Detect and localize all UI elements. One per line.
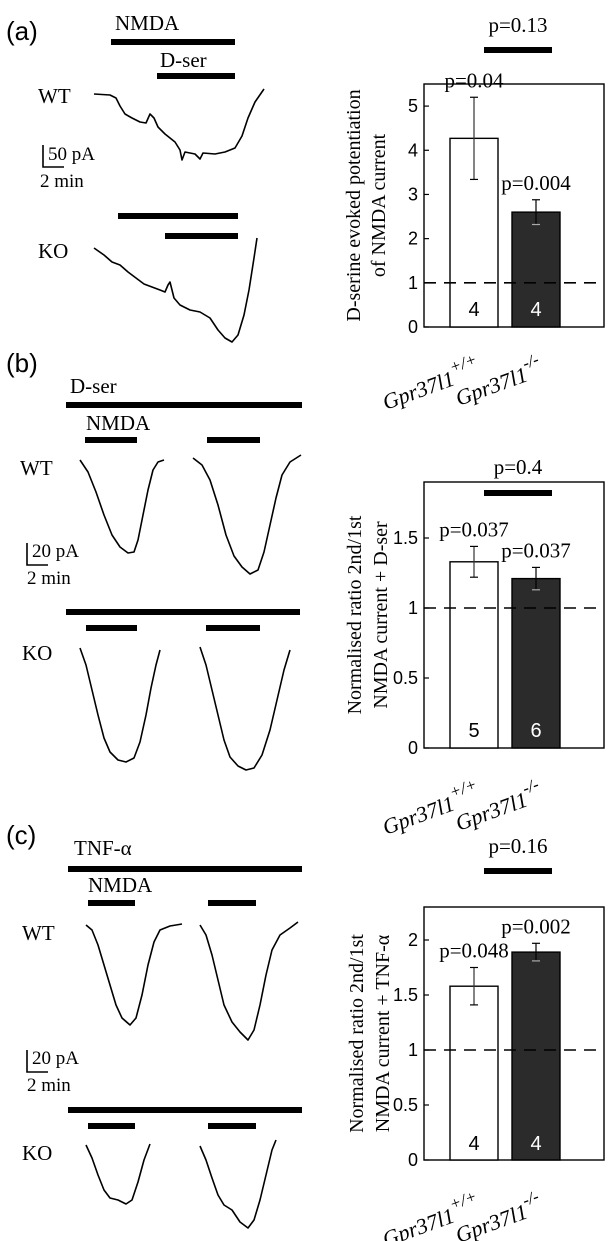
panel-c-wt-trace-2 xyxy=(199,921,299,1041)
panel-a-inner-bar-label: D-ser xyxy=(160,48,207,72)
panel-c-ko-trace-1 xyxy=(85,1143,151,1205)
bar-ko xyxy=(511,211,561,328)
panel-a-traces: (a) NMDA D-ser WT 50 pA 2 min KO xyxy=(6,11,265,343)
panel-a-scale-x: 2 min xyxy=(40,171,84,192)
panel-a-wt-trace xyxy=(93,88,265,161)
panel-c-inner-bar-label: NMDA xyxy=(88,873,153,897)
bar-chart-c: 00.511.524p=0.048Gpr37l1+/+4p=0.002Gpr37… xyxy=(346,834,605,1241)
panel-b-wt-trace-1 xyxy=(79,459,165,554)
panel-c-scale-y: 20 pA xyxy=(32,1048,79,1069)
panel-c-outer-bar-label: TNF-α xyxy=(74,836,132,860)
panel-a-label: (a) xyxy=(6,16,38,46)
y-tick-label: 1 xyxy=(408,598,418,618)
panel-b-wt-label: WT xyxy=(20,456,53,480)
n-label: 4 xyxy=(530,299,541,321)
bar-chart-b: 00.511.55p=0.037Gpr37l1+/+6p=0.037Gpr37l… xyxy=(344,455,605,840)
p-value-label: p=0.004 xyxy=(501,171,571,195)
y-tick-label: 2 xyxy=(408,930,418,950)
panel-a-ko-trace xyxy=(93,237,258,343)
panel-b-outer-bar-label: D-ser xyxy=(70,374,117,398)
comparison-p-value: p=0.13 xyxy=(488,13,547,37)
n-label: 4 xyxy=(530,1133,541,1155)
panel-c-ko-label: KO xyxy=(22,1141,52,1165)
comparison-p-value: p=0.4 xyxy=(494,455,543,479)
y-axis-label: Normalised ratio 2nd/1st xyxy=(344,515,366,714)
panel-c-wt-trace-1 xyxy=(85,923,183,1026)
y-tick-label: 5 xyxy=(408,96,418,116)
bar-chart-a: 0123454p=0.04Gpr37l1+/+4p=0.004Gpr37l1-/… xyxy=(343,13,605,415)
panel-c-scale-x: 2 min xyxy=(27,1075,71,1096)
p-value-label: p=0.04 xyxy=(444,68,504,92)
n-label: 5 xyxy=(468,720,479,742)
y-tick-label: 1.5 xyxy=(393,985,418,1005)
panel-b-label: (b) xyxy=(6,348,38,378)
panel-b-ko-trace-2 xyxy=(199,646,291,771)
panel-b-scale-x: 2 min xyxy=(27,568,71,589)
y-axis-label: NMDA current + TNF-α xyxy=(372,934,394,1132)
comparison-p-value: p=0.16 xyxy=(488,834,547,858)
panel-a-scale-bar: 50 pA 2 min xyxy=(40,144,95,192)
panel-b-scale-bar: 20 pA 2 min xyxy=(26,541,79,589)
n-label: 4 xyxy=(468,299,479,321)
panel-b-wt-trace-2 xyxy=(192,454,302,575)
y-tick-label: 1.5 xyxy=(393,528,418,548)
panel-c-scale-bar: 20 pA 2 min xyxy=(26,1048,79,1096)
y-tick-label: 0 xyxy=(408,317,418,337)
panel-a-scale-y: 50 pA xyxy=(48,144,95,165)
panel-c-wt-label: WT xyxy=(22,921,55,945)
bar-wt xyxy=(449,561,499,749)
y-axis-label: Normalised ratio 2nd/1st xyxy=(346,934,368,1133)
panel-c-label: (c) xyxy=(6,820,36,850)
n-label: 6 xyxy=(530,720,541,742)
bar-charts: 0123454p=0.04Gpr37l1+/+4p=0.004Gpr37l1-/… xyxy=(343,13,605,1241)
bar-ko xyxy=(511,951,561,1161)
y-axis-label: D-serine evoked potentiation xyxy=(343,89,365,321)
y-tick-label: 0 xyxy=(408,738,418,758)
n-label: 4 xyxy=(468,1133,479,1155)
y-tick-label: 1 xyxy=(408,1040,418,1060)
y-tick-label: 4 xyxy=(408,140,418,160)
y-axis-label: NMDA current + D-ser xyxy=(370,521,392,709)
bar-ko xyxy=(511,577,561,749)
y-tick-label: 0.5 xyxy=(393,668,418,688)
p-value-label: p=0.002 xyxy=(501,914,571,938)
y-tick-label: 1 xyxy=(408,273,418,293)
y-tick-label: 3 xyxy=(408,184,418,204)
panel-b-inner-bar-label: NMDA xyxy=(86,411,151,435)
p-value-label: p=0.037 xyxy=(501,538,571,562)
y-axis-label: of NMDA current xyxy=(368,133,390,277)
panel-b-scale-y: 20 pA xyxy=(32,541,79,562)
y-tick-label: 0 xyxy=(408,1150,418,1170)
panel-c-traces: (c) TNF-α NMDA WT 20 pA 2 min KO xyxy=(6,820,302,1229)
panel-a-ko-label: KO xyxy=(38,239,68,263)
panel-a-outer-bar-label: NMDA xyxy=(115,11,180,35)
panel-b-traces: (b) D-ser NMDA WT 20 pA 2 min KO xyxy=(6,348,302,771)
y-tick-label: 2 xyxy=(408,229,418,249)
panel-c-ko-trace-2 xyxy=(199,1139,277,1229)
panel-b-ko-label: KO xyxy=(22,641,52,665)
y-tick-label: 0.5 xyxy=(393,1095,418,1115)
panel-a-wt-label: WT xyxy=(38,84,71,108)
p-value-label: p=0.037 xyxy=(439,517,509,541)
p-value-label: p=0.048 xyxy=(439,939,509,963)
panel-b-ko-trace-1 xyxy=(79,647,161,763)
